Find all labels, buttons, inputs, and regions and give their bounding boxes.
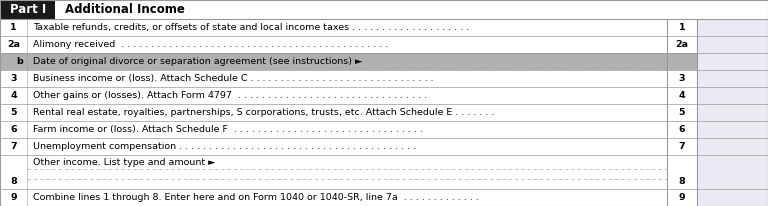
Bar — [0, 53, 667, 70]
Bar — [0, 104, 667, 121]
Bar — [697, 19, 768, 36]
Text: Date of original divorce or separation agreement (see instructions) ►: Date of original divorce or separation a… — [33, 57, 362, 66]
Bar — [697, 104, 768, 121]
Text: Alimony received  . . . . . . . . . . . . . . . . . . . . . . . . . . . . . . . : Alimony received . . . . . . . . . . . .… — [33, 40, 389, 49]
Bar — [667, 36, 697, 53]
Text: 1: 1 — [679, 23, 685, 32]
Bar — [0, 0, 55, 19]
Text: 3: 3 — [679, 74, 685, 83]
Text: 6: 6 — [679, 125, 685, 134]
Text: 9: 9 — [679, 193, 685, 202]
Text: 6: 6 — [10, 125, 17, 134]
Bar — [0, 19, 667, 36]
Text: 2a: 2a — [7, 40, 20, 49]
Text: Other gains or (losses). Attach Form 4797  . . . . . . . . . . . . . . . . . . .: Other gains or (losses). Attach Form 479… — [33, 91, 427, 100]
Bar — [697, 121, 768, 138]
Bar — [667, 138, 697, 155]
Text: 8: 8 — [679, 177, 685, 186]
Bar — [667, 53, 697, 70]
Text: 4: 4 — [10, 91, 17, 100]
Text: Farm income or (loss). Attach Schedule F  . . . . . . . . . . . . . . . . . . . : Farm income or (loss). Attach Schedule F… — [33, 125, 423, 134]
Bar — [0, 189, 667, 206]
Bar — [697, 87, 768, 104]
Bar — [697, 36, 768, 53]
Bar — [697, 155, 768, 189]
Text: 3: 3 — [10, 74, 17, 83]
Text: Rental real estate, royalties, partnerships, S corporations, trusts, etc. Attach: Rental real estate, royalties, partnersh… — [33, 108, 495, 117]
Bar — [667, 121, 697, 138]
Text: Unemployment compensation . . . . . . . . . . . . . . . . . . . . . . . . . . . : Unemployment compensation . . . . . . . … — [33, 142, 416, 151]
Text: Part I: Part I — [9, 3, 46, 16]
Bar — [667, 87, 697, 104]
Text: 9: 9 — [10, 193, 17, 202]
Text: 5: 5 — [10, 108, 17, 117]
Text: b: b — [16, 57, 23, 66]
Bar — [0, 87, 667, 104]
Bar — [697, 53, 768, 70]
Text: 8: 8 — [10, 177, 17, 186]
Bar — [697, 189, 768, 206]
Bar — [667, 70, 697, 87]
Bar — [0, 36, 667, 53]
Text: 5: 5 — [679, 108, 685, 117]
Text: Additional Income: Additional Income — [65, 3, 184, 16]
Bar — [0, 70, 667, 87]
Bar — [667, 104, 697, 121]
Bar — [697, 70, 768, 87]
Text: Combine lines 1 through 8. Enter here and on Form 1040 or 1040-SR, line 7a  . . : Combine lines 1 through 8. Enter here an… — [33, 193, 478, 202]
Text: Business income or (loss). Attach Schedule C . . . . . . . . . . . . . . . . . .: Business income or (loss). Attach Schedu… — [33, 74, 433, 83]
Bar — [667, 189, 697, 206]
Text: 7: 7 — [10, 142, 17, 151]
Text: Other income. List type and amount ►: Other income. List type and amount ► — [33, 158, 215, 167]
Bar — [0, 155, 667, 189]
Bar — [0, 121, 667, 138]
Text: 7: 7 — [679, 142, 685, 151]
Text: 2a: 2a — [676, 40, 688, 49]
Text: 1: 1 — [10, 23, 17, 32]
Bar — [667, 155, 697, 189]
Bar — [667, 19, 697, 36]
Bar — [697, 138, 768, 155]
Text: Taxable refunds, credits, or offsets of state and local income taxes . . . . . .: Taxable refunds, credits, or offsets of … — [33, 23, 469, 32]
Bar — [0, 138, 667, 155]
Text: 4: 4 — [679, 91, 685, 100]
